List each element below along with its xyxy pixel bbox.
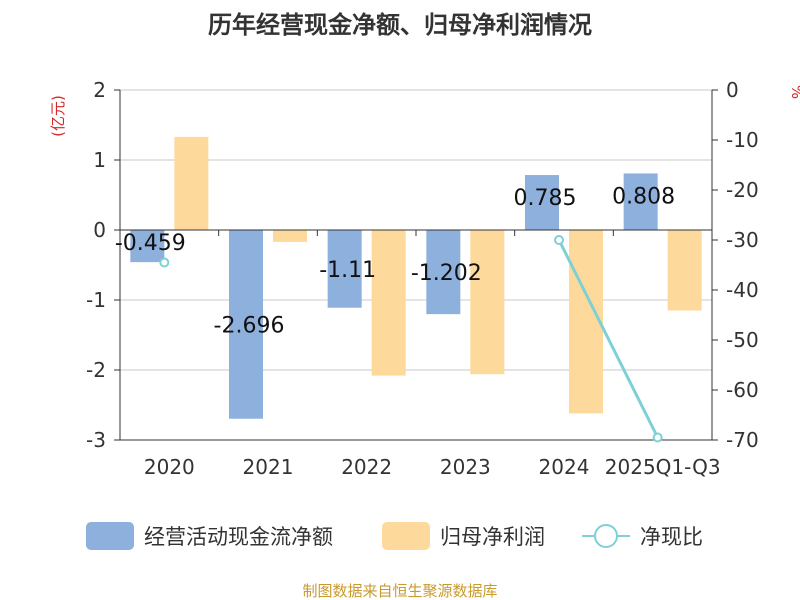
net-profit-bar (470, 230, 505, 375)
cash-flow-data-label: 0.785 (514, 186, 577, 211)
left-axis-tick-label: 0 (93, 218, 106, 242)
net-cash-ratio-point (554, 235, 564, 245)
net-profit-bar (667, 230, 702, 311)
cash-flow-data-label: 0.808 (612, 184, 675, 209)
legend-net-profit-swatch (382, 522, 430, 550)
legend: 经营活动现金流净额 归母净利润 净现比 (86, 522, 703, 550)
cash-flow-data-label: -1.202 (411, 261, 482, 286)
right-axis-tick-labels: 0 -10 -20 -30 -40 -50 -60 -70 (726, 78, 759, 452)
net-cash-ratio-point (159, 257, 170, 268)
data-labels: -0.459 -2.696 -1.11 -1.202 0.785 0.808 (115, 184, 675, 338)
left-axis-tick-label: 2 (93, 78, 106, 102)
net-cash-ratio-line (159, 235, 663, 443)
bars (130, 136, 702, 419)
legend-label: 净现比 (640, 525, 703, 549)
right-axis-tick-label: -60 (726, 378, 759, 402)
right-axis-unit: % (788, 85, 800, 99)
right-axis-tick-label: -50 (726, 328, 759, 352)
axes (114, 89, 718, 441)
net-cash-ratio-point (652, 432, 663, 443)
left-axis-unit: (亿元) (49, 95, 67, 137)
cash-flow-data-label: -1.11 (319, 258, 376, 283)
cash-flow-bar (130, 230, 165, 263)
left-axis-tick-label: -3 (86, 428, 106, 452)
left-axis-tick-label: -2 (86, 358, 106, 382)
legend-label: 经营活动现金流净额 (144, 525, 333, 549)
cash-flow-bar (525, 175, 559, 230)
right-axis-tick-label: -10 (726, 128, 759, 152)
x-axis-tick-label: 2020 (144, 455, 195, 479)
x-axis-tick-label: 2024 (539, 455, 590, 479)
cash-flow-bar (623, 173, 658, 230)
net-profit-bar (371, 230, 406, 376)
x-axis-tick-label: 2023 (440, 455, 491, 479)
right-axis-tick-label: -70 (726, 428, 759, 452)
x-axis-tick-label: 2021 (243, 455, 294, 479)
cash-flow-data-label: -2.696 (214, 313, 285, 338)
net-profit-bar (273, 230, 307, 242)
net-profit-bar (174, 136, 209, 230)
net-profit-bar (569, 230, 603, 414)
cash-flow-data-label: -0.459 (115, 231, 186, 256)
cash-flow-bar (327, 230, 362, 308)
right-axis-tick-label: -20 (726, 178, 759, 202)
chart-title: 历年经营现金净额、归母净利润情况 (208, 11, 592, 39)
cash-flow-bar (426, 230, 461, 315)
right-axis-tick-label: -30 (726, 228, 759, 252)
right-axis-tick-label: 0 (726, 78, 739, 102)
x-axis-tick-labels: 2020 2021 2022 2023 2024 2025Q1-Q3 (144, 455, 721, 479)
net-cash-ratio-segment (557, 239, 660, 439)
right-axis-tick-label: -40 (726, 278, 759, 302)
legend-cash-flow-swatch (86, 522, 134, 550)
cash-flow-bar (229, 230, 263, 419)
left-axis-tick-label: 1 (93, 148, 106, 172)
x-axis-tick-label: 2025Q1-Q3 (605, 455, 721, 479)
legend-label: 归母净利润 (440, 525, 545, 549)
data-source-note: 制图数据来自恒生聚源数据库 (302, 582, 497, 600)
left-axis-tick-labels: 2 1 0 -1 -2 -3 (86, 78, 106, 452)
left-axis-tick-label: -1 (86, 288, 106, 312)
legend-net-cash-ratio-marker (594, 524, 618, 548)
x-axis-tick-label: 2022 (341, 455, 392, 479)
